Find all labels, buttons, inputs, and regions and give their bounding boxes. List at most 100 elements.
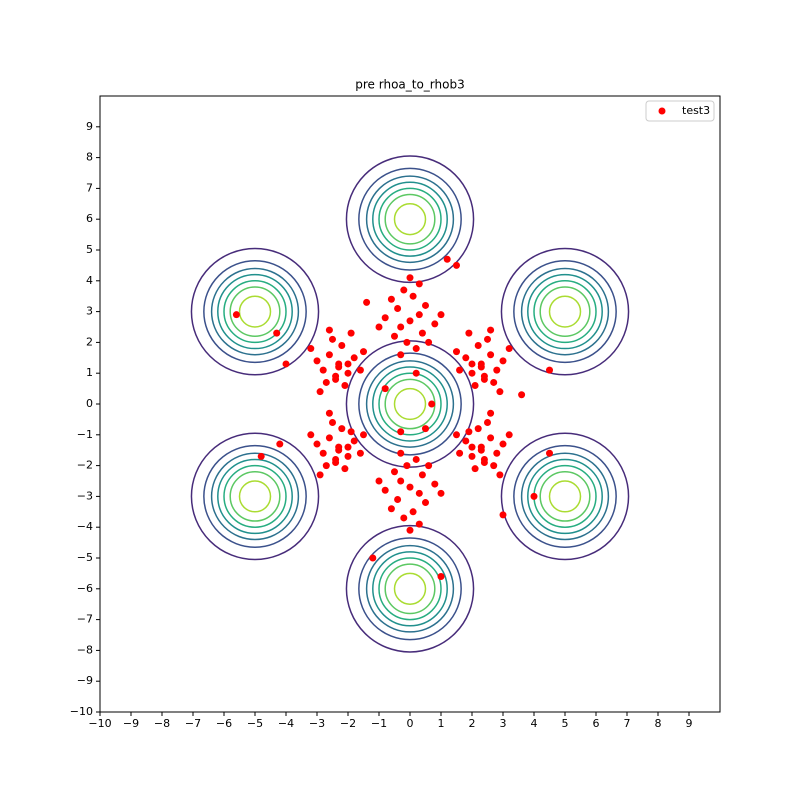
scatter-point (332, 372, 340, 380)
scatter-point (329, 335, 336, 343)
scatter-point (325, 351, 333, 359)
contour-line (229, 471, 281, 522)
scatter-point (505, 431, 513, 439)
scatter-point (490, 378, 498, 386)
contour-line (358, 167, 462, 271)
x-tick-label: 8 (655, 717, 662, 730)
x-tick-label: 0 (407, 717, 414, 730)
y-tick-label: 2 (86, 335, 93, 348)
scatter-point (332, 455, 340, 463)
scatter-point (456, 449, 464, 457)
scatter-point (409, 292, 417, 300)
scatter-point (487, 409, 495, 417)
scatter-point (344, 360, 352, 368)
contour-line (203, 260, 307, 364)
contour-line (393, 387, 427, 421)
scatter-point (484, 335, 491, 343)
contour-line (513, 444, 617, 548)
scatter-point (462, 354, 470, 362)
scatter-point (425, 338, 433, 346)
scatter-point (360, 431, 367, 439)
x-tick-label: 5 (562, 717, 569, 730)
scatter-point (397, 323, 405, 331)
contour-line (345, 340, 475, 468)
contour-line (520, 452, 610, 541)
contour-line (203, 444, 307, 548)
contour-line (393, 572, 427, 605)
scatter-point (484, 418, 491, 426)
contour-line (372, 181, 448, 257)
scatter-point (546, 449, 553, 457)
chart-title: pre rhoa_to_rhob3 (355, 78, 464, 92)
scatter-point (415, 489, 423, 497)
scatter-point (316, 388, 324, 396)
scatter-point (273, 329, 281, 337)
contour-line (210, 267, 300, 356)
x-tick-label: 1 (438, 717, 445, 730)
scatter-point (431, 480, 439, 488)
contour-line (378, 372, 442, 436)
scatter-point (487, 326, 495, 334)
scatter-point (397, 428, 405, 436)
scatter-point (325, 434, 333, 442)
y-tick-label: 5 (86, 243, 93, 256)
contour-line (384, 193, 436, 245)
contour-line (238, 480, 272, 513)
scatter-point (437, 489, 445, 497)
scatter-point (387, 295, 395, 303)
scatter-point (415, 311, 423, 319)
x-tick-label: −3 (309, 717, 325, 730)
scatter-point (276, 440, 284, 448)
scatter-point (338, 425, 346, 433)
y-tick-label: 1 (86, 366, 93, 379)
scatter-point (397, 449, 405, 457)
scatter-point (546, 366, 553, 374)
contour-line (372, 366, 448, 442)
y-tick-label: −2 (77, 459, 93, 472)
scatter-point (474, 425, 482, 433)
scatter-point (400, 514, 408, 522)
scatter-point (471, 382, 479, 390)
scatter-point (397, 477, 405, 485)
contour-line (527, 273, 603, 350)
y-tick-label: −9 (77, 674, 93, 687)
scatter-point (319, 449, 327, 457)
contour-line (539, 471, 591, 522)
scatter-point (394, 305, 402, 313)
contour-line (358, 537, 462, 641)
scatter-point (493, 449, 501, 457)
scatter-point (329, 418, 336, 426)
scatter-point (499, 511, 507, 519)
scatter-point (335, 363, 343, 371)
scatter-point (387, 505, 395, 513)
contour-line (223, 464, 287, 528)
contour-line (217, 273, 293, 350)
legend-label: test3 (682, 104, 710, 117)
y-tick-label: −6 (77, 582, 93, 595)
scatter-point (397, 351, 405, 359)
scatter-point (400, 286, 408, 294)
x-tick-label: 9 (686, 717, 693, 730)
contour-line (345, 524, 475, 653)
scatter-point (530, 492, 538, 500)
contour-line (190, 432, 320, 561)
scatter-point (316, 471, 324, 479)
x-tick-label: −6 (216, 717, 232, 730)
scatter-point (437, 311, 445, 319)
y-tick-label: −1 (77, 428, 93, 441)
y-tick-label: −3 (77, 489, 93, 502)
y-tick-label: 8 (86, 151, 93, 164)
contour-line (539, 286, 591, 337)
scatter-point (468, 443, 476, 451)
y-tick-label: 7 (86, 181, 93, 194)
scatter-point (422, 499, 429, 507)
scatter-point (437, 572, 445, 580)
scatter-point (477, 446, 485, 454)
x-tick-label: 4 (531, 717, 538, 730)
contour-line (533, 464, 597, 528)
scatter-point (257, 452, 265, 460)
x-tick-label: 7 (624, 717, 631, 730)
scatter-point (453, 348, 460, 356)
contour-line (513, 260, 617, 364)
scatter-point (453, 261, 460, 269)
